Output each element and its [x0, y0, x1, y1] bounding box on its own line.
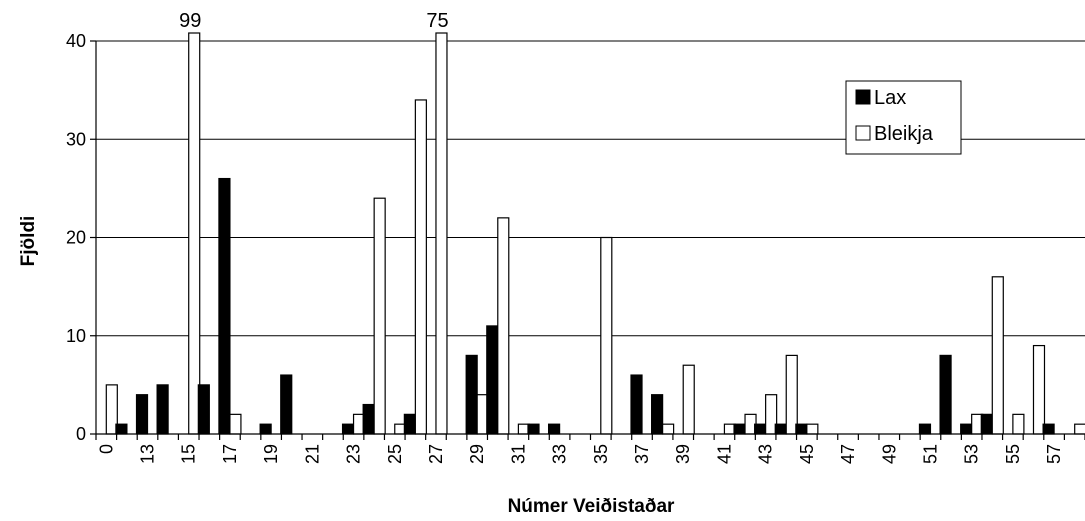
- legend: Lax Bleikja: [845, 80, 962, 155]
- x-tick-label: 57: [1044, 444, 1064, 464]
- y-tick-label: 30: [66, 129, 86, 149]
- bar-lax-52: [939, 354, 952, 435]
- bar-lax-45: [795, 423, 808, 435]
- x-tick-label: 37: [632, 444, 652, 464]
- x-tick-label: 25: [385, 444, 405, 464]
- gridlines: [96, 40, 1085, 337]
- x-tick-label: 29: [467, 444, 487, 464]
- x-tick-label: 13: [138, 444, 158, 464]
- bar-lax-43: [754, 423, 767, 435]
- x-tick-label: 41: [714, 444, 734, 464]
- bar-lax-51: [918, 423, 932, 435]
- bar-lax-32: [527, 423, 540, 435]
- x-tick-label: 17: [220, 444, 240, 464]
- legend-label-lax: Lax: [874, 87, 906, 109]
- bar-bleikja-35: [600, 236, 613, 435]
- bar-bleikja-15: [188, 32, 201, 435]
- x-axis-title: Númer Veiðistaðar: [508, 496, 675, 517]
- bar-lax-38: [651, 394, 664, 435]
- x-tick-label: 49: [879, 444, 899, 464]
- bar-lax-19: [259, 423, 272, 435]
- bar-lax-24: [362, 403, 375, 435]
- overflow-annotations: 99 75: [179, 10, 449, 32]
- bar-bleikja-44: [785, 354, 798, 435]
- bar-lax-12: [115, 423, 128, 435]
- bar-lax-57: [1042, 423, 1055, 435]
- bar-lax-29: [465, 354, 478, 435]
- bar-bleikja-45: [806, 423, 819, 435]
- bars: [105, 32, 1085, 435]
- bar-bleikja-17: [229, 413, 242, 435]
- bar-lax-42: [733, 423, 746, 435]
- overflow-label: 99: [179, 10, 201, 32]
- bar-bleikja-38: [662, 423, 675, 435]
- overflow-label: 75: [426, 10, 448, 32]
- y-tick-label: 40: [66, 31, 86, 51]
- y-tick-label: 20: [66, 228, 86, 248]
- y-tick-label: 0: [76, 424, 86, 444]
- bar-bleikja-26: [414, 99, 427, 435]
- bar-lax-26: [403, 413, 416, 435]
- x-tick-label: 35: [591, 444, 611, 464]
- x-tick-label: 31: [508, 444, 528, 464]
- legend-label-bleikja: Bleikja: [874, 123, 934, 145]
- bar-lax-20: [280, 374, 293, 435]
- x-tick-label: 45: [797, 444, 817, 464]
- bar-bleikja-24: [373, 197, 386, 435]
- y-tick-labels: 0 10 20 30 40: [66, 31, 96, 444]
- x-tick-label: 47: [838, 444, 858, 464]
- bar-lax-44: [774, 423, 787, 435]
- bar-lax-37: [630, 374, 643, 435]
- bar-lax-54: [980, 413, 993, 435]
- bar-bleikja-39: [682, 364, 695, 435]
- bar-bleikja-27: [435, 32, 448, 435]
- bar-bleikja-54: [991, 276, 1004, 435]
- x-tick-labels: 0 13 15 17 19 21 23 25 27 29 31 33 35 37 39 41 43 45 47 49 5…: [95, 434, 1085, 464]
- x-tick-label: 0: [96, 444, 116, 454]
- bar-lax-17: [218, 177, 231, 435]
- bar-lax-16: [197, 384, 210, 435]
- bar-bleikja-58: [1074, 423, 1085, 435]
- legend-swatch-bleikja: [855, 125, 871, 141]
- bar-lax-30: [486, 325, 499, 435]
- y-axis-title: Fjöldi: [18, 216, 39, 267]
- x-tick-label: 23: [344, 444, 364, 464]
- bar-lax-23: [341, 423, 355, 435]
- x-tick-label: 33: [550, 444, 570, 464]
- legend-swatch-lax: [855, 89, 871, 105]
- x-tick-label: 55: [1003, 444, 1023, 464]
- bar-bleikja-55: [1012, 413, 1025, 435]
- x-tick-label: 43: [756, 444, 776, 464]
- x-tick-label: 53: [962, 444, 982, 464]
- bar-bleikja-30: [497, 217, 510, 435]
- bar-bleikja-56: [1032, 344, 1046, 435]
- x-tick-label: 51: [920, 444, 940, 464]
- bar-lax-14: [156, 384, 169, 435]
- x-tick-label: 15: [179, 444, 199, 464]
- x-tick-label: 19: [261, 444, 281, 464]
- x-tick-label: 39: [673, 444, 693, 464]
- bar-lax-33: [547, 423, 561, 435]
- bar-lax-53: [960, 423, 973, 435]
- x-tick-label: 27: [426, 444, 446, 464]
- bar-lax-13: [135, 394, 149, 435]
- y-tick-label: 10: [66, 326, 86, 346]
- x-tick-label: 21: [302, 444, 322, 464]
